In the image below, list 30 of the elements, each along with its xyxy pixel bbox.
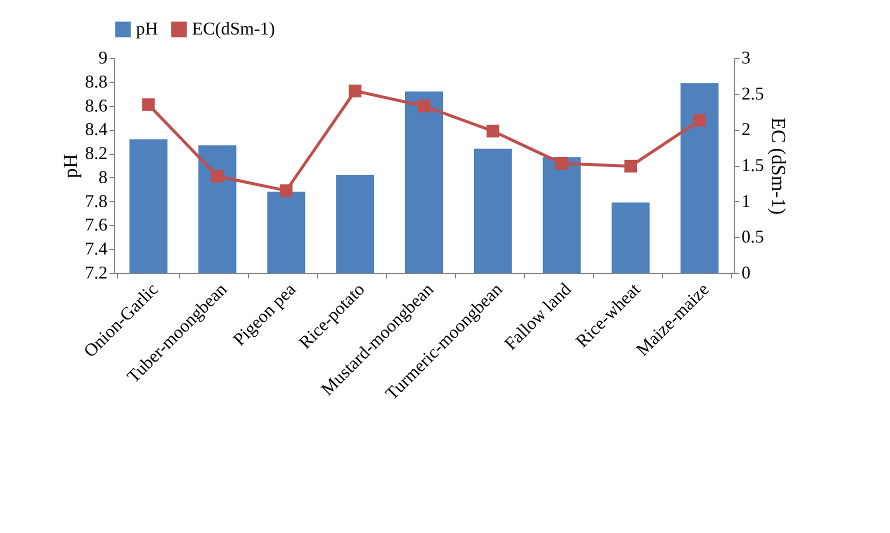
y2-tick-label: 1 [742, 190, 750, 211]
y-tick-label: 8.6 [85, 95, 108, 116]
y2-tick-label: 0 [742, 262, 750, 282]
point [348, 84, 362, 98]
y2-tick-label: 0.5 [742, 226, 764, 247]
point [142, 98, 155, 111]
y2-tick-label: 2.5 [742, 83, 764, 104]
y-tick-label: 7.8 [85, 190, 108, 211]
y-tick-label: 8.2 [85, 143, 108, 164]
point [280, 184, 293, 197]
y2-tick-label: 1.5 [742, 155, 764, 175]
y-tick-label: 8.4 [85, 119, 108, 140]
y-tick-label: 9 [98, 48, 108, 68]
point [555, 157, 568, 170]
legend-label: pH [136, 18, 158, 38]
y-axis-title: pH [60, 154, 82, 178]
y2-axis-title: EC (dSm-1) [767, 117, 789, 215]
point [486, 124, 500, 138]
y-tick-label: 8.8 [85, 71, 108, 92]
y-tick-label: 7.2 [85, 262, 108, 282]
y2-tick-label: 3 [742, 48, 750, 68]
point [693, 114, 706, 127]
y-tick-label: 7.4 [85, 238, 108, 259]
point [624, 160, 637, 173]
point [418, 100, 430, 112]
y-tick-label: 7.6 [85, 214, 108, 235]
point [211, 170, 224, 183]
y-tick-label: 8 [98, 166, 108, 187]
y2-tick-label: 2 [742, 119, 750, 140]
legend-label: EC(dSm-1) [192, 18, 275, 38]
